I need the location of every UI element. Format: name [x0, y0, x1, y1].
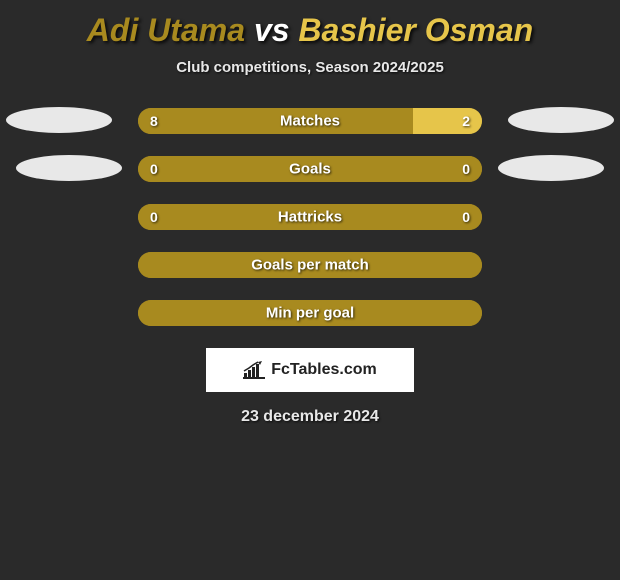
vs-text: vs: [254, 12, 290, 48]
comparison-bars: Matches 8 2 Goals 0 0 Hattricks 0 0 Goals per mat…: [0, 108, 620, 326]
stat-value-left: 8: [150, 113, 158, 129]
player2-name: Bashier Osman: [298, 12, 533, 48]
bar-left-fill: [138, 108, 413, 134]
player1-name: Adi Utama: [87, 12, 245, 48]
stat-label: Hattricks: [278, 209, 342, 226]
brand-box[interactable]: FcTables.com: [206, 348, 414, 392]
chart-icon: [243, 361, 265, 379]
stat-value-right: 2: [462, 113, 470, 129]
stat-row: Min per goal: [0, 300, 620, 326]
subtitle: Club competitions, Season 2024/2025: [0, 59, 620, 76]
stat-bar: Matches 8 2: [138, 108, 482, 134]
stat-row: Matches 8 2: [0, 108, 620, 134]
stat-value-right: 0: [462, 161, 470, 177]
stat-label: Matches: [280, 113, 340, 130]
stat-bar: Goals per match: [138, 252, 482, 278]
stat-label: Goals: [289, 161, 331, 178]
stat-label: Goals per match: [251, 257, 369, 274]
stat-bar: Goals 0 0: [138, 156, 482, 182]
stat-bar: Min per goal: [138, 300, 482, 326]
stat-bar: Hattricks 0 0: [138, 204, 482, 230]
bar-right-fill: [413, 108, 482, 134]
stat-row: Goals 0 0: [0, 156, 620, 182]
stat-value-left: 0: [150, 161, 158, 177]
stat-value-right: 0: [462, 209, 470, 225]
stat-value-left: 0: [150, 209, 158, 225]
brand-text: FcTables.com: [271, 361, 377, 379]
stat-row: Hattricks 0 0: [0, 204, 620, 230]
stat-row: Goals per match: [0, 252, 620, 278]
date-text: 23 december 2024: [0, 408, 620, 426]
page-title: Adi Utama vs Bashier Osman: [0, 0, 620, 49]
stat-label: Min per goal: [266, 305, 354, 322]
